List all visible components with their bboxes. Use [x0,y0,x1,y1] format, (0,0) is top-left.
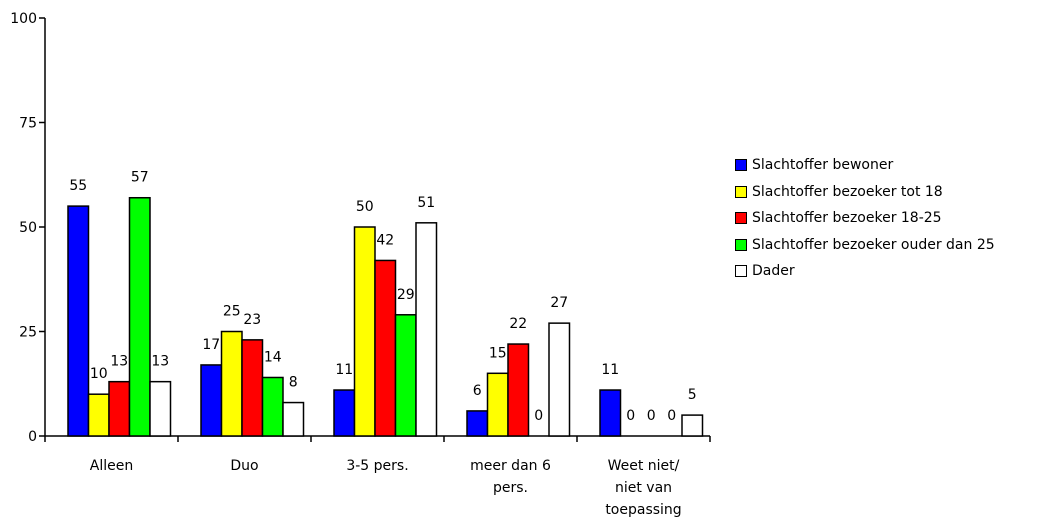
bar [507,343,530,437]
legend-swatch [735,159,747,172]
bar [241,339,264,437]
x-tick-label: pers. [493,480,528,496]
x-tick-label: Duo [230,458,258,474]
bar [333,389,356,437]
legend-item: Dader [735,258,995,285]
x-tick-label: toepassing [605,502,681,518]
data-label: 0 [667,408,676,424]
legend-swatch [735,185,747,198]
bar [87,393,110,437]
y-tick-label: 75 [19,116,37,132]
data-label: 23 [243,312,261,328]
bar [200,364,223,437]
bar [108,380,131,437]
data-label: 27 [550,295,568,311]
y-tick-label: 25 [19,325,37,341]
bar [394,314,417,437]
bar [282,401,305,437]
legend-item: Slachtoffer bewoner [735,152,995,179]
data-label: 6 [473,383,482,399]
bar [374,259,397,437]
legend-label: Slachtoffer bezoeker tot 18 [752,183,943,200]
y-tick-label: 50 [19,220,37,236]
legend: Slachtoffer bewoner Slachtoffer bezoeker … [735,152,995,285]
y-tick-label: 0 [28,429,37,445]
data-label: 8 [289,375,298,391]
legend-label: Dader [752,263,795,280]
data-label: 13 [151,354,169,370]
data-label: 15 [489,345,507,361]
bar [466,410,489,437]
bar [548,322,571,437]
legend-item: Slachtoffer bezoeker tot 18 [735,179,995,206]
bar [353,226,376,437]
bar [67,205,90,437]
data-label: 57 [131,170,149,186]
data-label: 14 [264,349,282,365]
data-label: 0 [626,408,635,424]
legend-item: Slachtoffer bezoeker 18-25 [735,205,995,232]
bar [415,222,438,437]
data-label: 25 [223,304,241,320]
data-label: 13 [110,354,128,370]
x-tick-label: Alleen [90,458,133,474]
data-label: 51 [417,195,435,211]
x-tick-label: meer dan 6 [470,458,551,474]
bar [486,372,509,437]
data-label: 55 [69,178,87,194]
data-label: 0 [647,408,656,424]
data-label: 0 [534,408,543,424]
data-label: 10 [90,366,108,382]
data-label: 11 [335,362,353,378]
legend-label: Slachtoffer bezoeker ouder dan 25 [752,236,995,253]
x-tick-label: Weet niet/ [608,458,680,474]
bar [681,414,704,437]
y-tick-label: 100 [10,11,37,27]
data-label: 50 [356,199,374,215]
x-tick-label: niet van [615,480,672,496]
bar [128,196,151,437]
data-label: 11 [601,362,619,378]
legend-item: Slachtoffer bezoeker ouder dan 25 [735,232,995,259]
data-label: 22 [509,316,527,332]
legend-label: Slachtoffer bezoeker 18-25 [752,210,942,227]
legend-swatch [735,212,747,225]
data-label: 17 [202,337,220,353]
legend-swatch [735,265,747,278]
data-label: 5 [688,387,697,403]
bar [261,376,284,437]
x-tick-label: 3-5 pers. [346,458,408,474]
data-label: 42 [376,232,394,248]
bar [599,389,622,437]
bar [149,380,172,437]
legend-swatch [735,238,747,251]
data-label: 29 [397,287,415,303]
legend-label: Slachtoffer bewoner [752,157,894,174]
bar [220,330,243,437]
